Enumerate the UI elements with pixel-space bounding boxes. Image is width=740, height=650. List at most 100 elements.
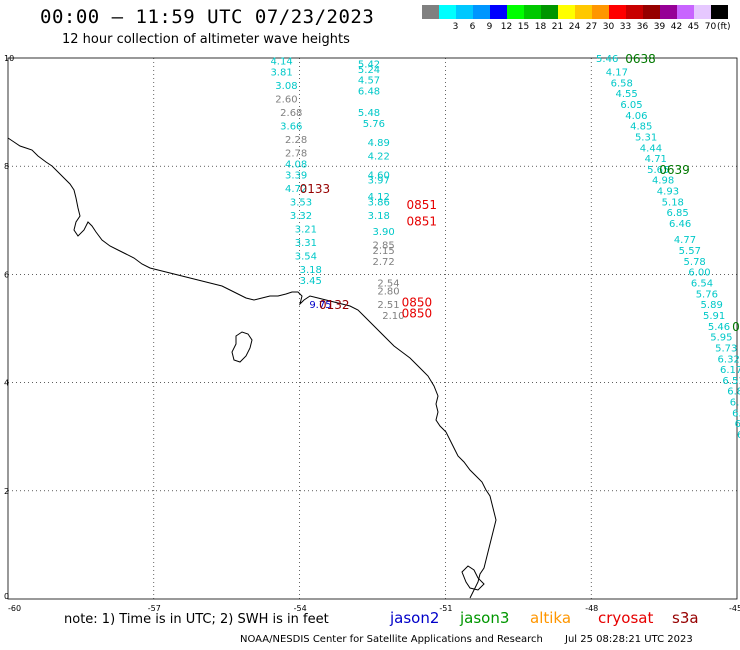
legend-swatch (524, 5, 541, 19)
wave-height-value: 5.89 (701, 300, 723, 311)
track-west: 4.143.81 3.08 2.60 2.68 3.66 2.28 2.784.083.39… (270, 57, 331, 311)
wave-height-value: 5.18 (662, 197, 684, 208)
wave-height-value: 5.31 (635, 132, 657, 143)
wave-height-value: 6.17 (720, 365, 740, 376)
coastline (7, 137, 497, 599)
legend-label: 18 (534, 22, 547, 32)
wave-height-value: 2.72 (373, 257, 395, 268)
legend-swatch (473, 5, 490, 19)
wave-height-value: 6.32 (718, 354, 740, 365)
wave-height-value: 3.66 (280, 122, 302, 133)
legend-label: 70 (704, 22, 717, 32)
wave-height-value: 4.60 (368, 170, 390, 181)
legend-label: 3 (452, 22, 459, 32)
legend-swatch (456, 5, 473, 19)
wave-height-value: 2.60 (275, 95, 297, 106)
x-tick-label: -51 (439, 604, 452, 613)
map-grid (8, 58, 737, 599)
credit-text: NOAA/NESDIS Center for Satellite Applica… (240, 634, 543, 645)
pass-time-label: 0132 (319, 298, 350, 312)
legend-swatch (592, 5, 609, 19)
wave-height-value: 5.46 (596, 54, 618, 65)
wave-height-value: 2.51 (377, 300, 399, 311)
altimeter-tracks: 4.143.81 3.08 2.60 2.68 3.66 2.28 2.784.083.39… (270, 54, 740, 452)
legend-label: 30 (602, 22, 615, 32)
wave-height-value: 4.06 (625, 111, 647, 122)
wave-height-value: 3.08 (275, 81, 297, 92)
legend-swatch (422, 5, 439, 19)
wave-height-value: 3.90 (373, 227, 395, 238)
map-frame (7, 57, 738, 600)
wave-height-value: 4.14 (270, 57, 292, 68)
wave-height-value: 6.48 (358, 86, 380, 97)
wave-height-value: 5.95 (710, 333, 732, 344)
wave-height-value: 3.18 (300, 265, 322, 276)
x-tick-label: -57 (148, 604, 161, 613)
x-tick-label: -60 (8, 604, 21, 613)
pass-time-label: 0133 (300, 182, 331, 196)
legend-swatch (677, 5, 694, 19)
wave-height-value: 4.72 (285, 184, 307, 195)
wave-height-value: 6.74 (730, 398, 740, 409)
pass-time-label: 0850 (402, 295, 433, 309)
y-tick-label: 0 (4, 592, 9, 601)
satellite-jason2: jason2 (390, 609, 440, 627)
wave-height-value: 4.77 (674, 235, 696, 246)
wave-height-value: 2.54 (377, 279, 399, 290)
legend-label: 45 (687, 22, 700, 32)
y-tick-label: 10 (4, 54, 14, 63)
coastline-delta (461, 565, 485, 591)
legend-label: 6 (469, 22, 476, 32)
satellite-jason3: jason3 (460, 609, 510, 627)
wave-height-value: 5.57 (679, 246, 701, 257)
legend-swatch (507, 5, 524, 19)
wave-height-value: 3.21 (295, 224, 317, 235)
wave-height-value: 6.85 (727, 387, 740, 398)
legend-swatch (626, 5, 643, 19)
wave-height-value: 3.31 (295, 238, 317, 249)
x-tick-label: -48 (585, 604, 598, 613)
wave-height-value: 4.17 (606, 68, 628, 79)
y-tick-label: 2 (4, 487, 9, 496)
y-tick-label: 6 (4, 270, 9, 279)
wave-height-value: 4.12 (368, 192, 390, 203)
wave-height-value: 4.93 (657, 187, 679, 198)
legend-label: 36 (636, 22, 649, 32)
wave-height-value: 3.97 (368, 176, 390, 187)
wave-height-value: 4.98 (652, 176, 674, 187)
wave-height-value: 3.81 (270, 68, 292, 79)
pass-time-label: 0851 (407, 198, 438, 212)
wave-height-value: 6.58 (611, 78, 633, 89)
wave-height-value: 6.54 (691, 279, 713, 290)
legend-swatch (660, 5, 677, 19)
legend-swatch (490, 5, 507, 19)
wave-height-value: 3.86 (368, 197, 390, 208)
wave-height-value: 6.50 (732, 408, 740, 419)
wave-height-value: 5.42 (358, 59, 380, 70)
wave-height-value: 6.00 (688, 268, 710, 279)
page-title: 00:00 – 11:59 UTC 07/23/2023 (40, 6, 375, 28)
wave-height-value: 3.53 (290, 197, 312, 208)
wave-height-value: 4.71 (645, 154, 667, 165)
wave-height-value: 9.75 (309, 300, 331, 311)
wave-height-value: 2.80 (377, 287, 399, 298)
wave-height-value: 5.65 (647, 165, 669, 176)
coastline-island (231, 331, 253, 363)
satellite-s3a: s3a (672, 609, 699, 627)
y-tick-label: 8 (4, 162, 9, 171)
wave-height-value: 4.89 (368, 138, 390, 149)
wave-height-value: 6.12 (735, 419, 740, 430)
wave-height-value: 2.85 (373, 241, 395, 252)
legend-label: 33 (619, 22, 632, 32)
wave-height-value: 5.24 (358, 65, 380, 76)
satellite-cryosat: cryosat (598, 609, 654, 627)
wave-height-value: 5.73 (715, 343, 737, 354)
wave-height-value: 2.68 (280, 108, 302, 119)
wave-height-value: 3.39 (285, 170, 307, 181)
wave-height-value: 4.08 (285, 159, 307, 170)
wave-height-value: 4.85 (630, 122, 652, 133)
satellite-altika: altika (530, 609, 572, 627)
x-tick-label: -45 (729, 604, 740, 613)
